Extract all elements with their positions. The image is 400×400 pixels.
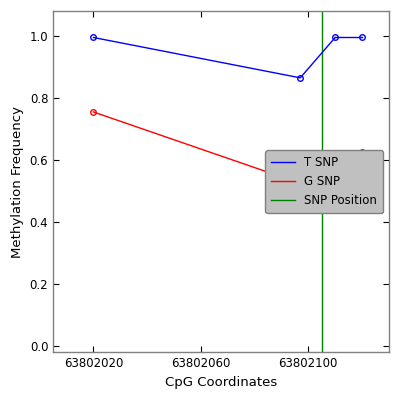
Y-axis label: Methylation Frequency: Methylation Frequency bbox=[11, 106, 24, 258]
Legend: T SNP, G SNP, SNP Position: T SNP, G SNP, SNP Position bbox=[265, 150, 383, 213]
X-axis label: CpG Coordinates: CpG Coordinates bbox=[165, 376, 277, 389]
